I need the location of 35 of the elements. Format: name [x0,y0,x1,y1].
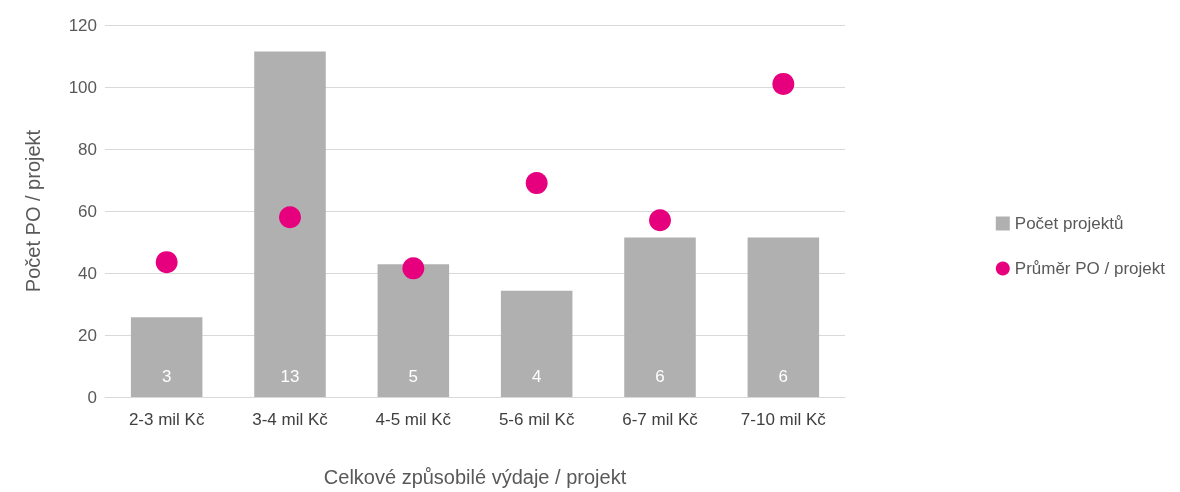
data-label: 6 [778,367,789,386]
legend-label: Průměr PO / projekt [1014,259,1166,278]
point [525,172,548,195]
bar [377,264,450,397]
point [772,72,795,95]
y-tick-label: 20 [78,325,97,345]
bar [747,237,820,397]
legend-label: Počet projektů [1014,214,1124,233]
y-tick-label: 80 [78,139,97,159]
x-axis-title: Celkové způsobilé výdaje / projekt [323,466,627,488]
x-tick-label: 7-10 mil Kč [740,410,827,429]
data-label: 6 [655,367,665,386]
y-tick-label: 0 [87,387,97,407]
bar [254,51,326,397]
data-label: 5 [408,367,419,386]
y-tick-label: 60 [78,201,97,221]
bar [130,317,203,397]
x-tick-label: 5-6 mil Kč [498,410,575,429]
point [649,209,671,232]
x-tick-label: 2-3 mil Kč [128,410,205,429]
bar [500,290,573,397]
x-tick-label: 6-7 mil Kč [622,410,699,429]
point [402,257,425,280]
y-axis-title: Počet PO / projekt [22,129,44,293]
x-tick-label: 4-5 mil Kč [375,410,452,429]
bar [624,237,696,397]
x-tick-label: 3-4 mil Kč [252,410,329,429]
data-label: 3 [161,367,172,386]
point [279,206,301,229]
y-tick-label: 120 [68,15,97,35]
y-tick-label: 100 [68,77,97,97]
y-tick-label: 40 [78,263,97,283]
data-label: 4 [531,367,542,386]
point [155,251,178,274]
data-label: 13 [280,367,300,386]
